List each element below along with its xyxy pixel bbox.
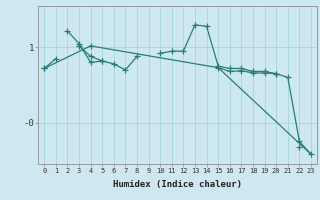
- X-axis label: Humidex (Indice chaleur): Humidex (Indice chaleur): [113, 180, 242, 189]
